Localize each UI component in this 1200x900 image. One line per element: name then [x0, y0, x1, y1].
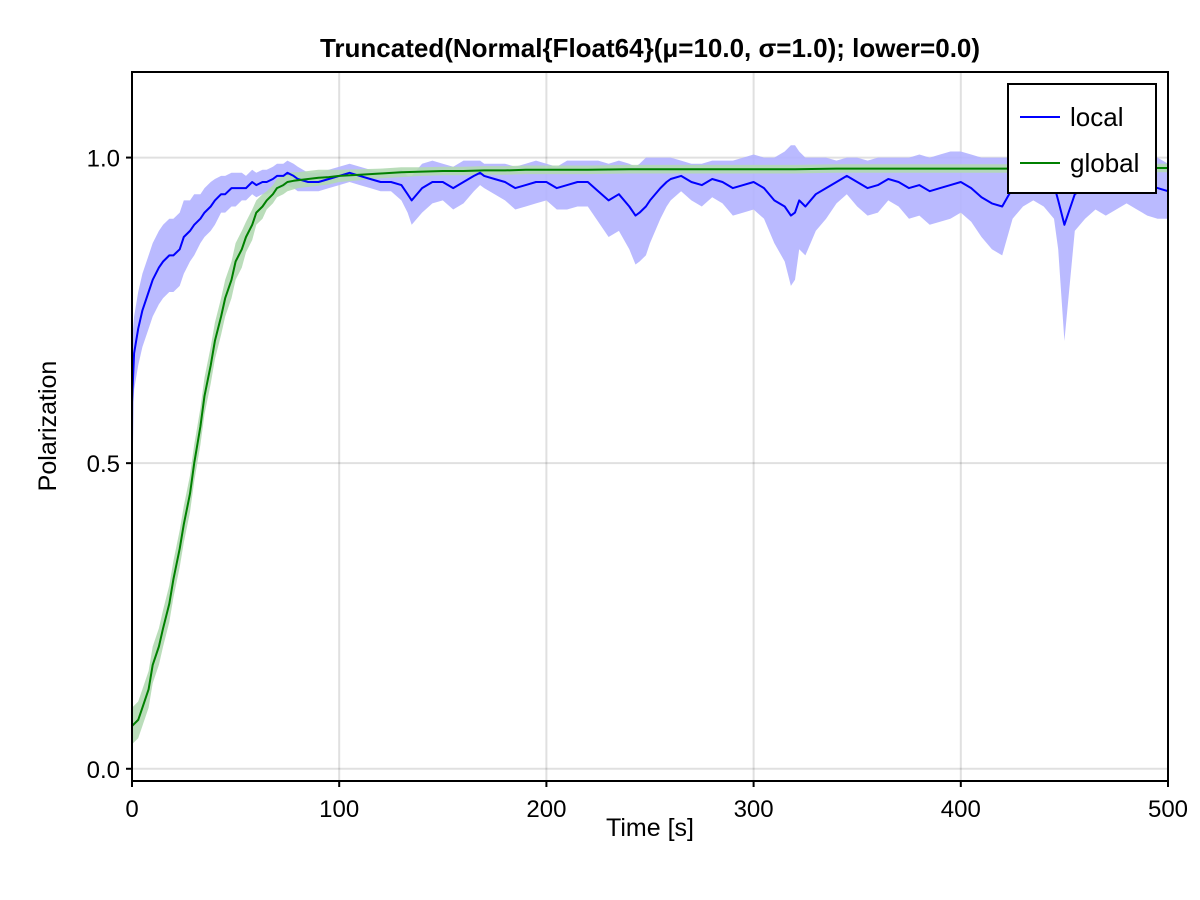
x-axis-label: Time [s] [606, 814, 694, 842]
chart-title: Truncated(Normal{Float64}(μ=10.0, σ=1.0)… [320, 33, 980, 63]
x-tick-label: 400 [941, 796, 981, 823]
x-tick-label: 300 [734, 796, 774, 823]
plot-frame [131, 71, 1169, 782]
y-tick-label: 0.0 [87, 757, 120, 784]
legend-label-local: local [1070, 102, 1123, 132]
x-tick-label: 500 [1148, 796, 1188, 823]
y-tick-label: 1.0 [87, 146, 120, 173]
y-tick-label: 0.5 [87, 451, 120, 478]
legend: local global [1007, 83, 1157, 194]
x-tick-label: 200 [526, 796, 566, 823]
legend-label-global: global [1070, 148, 1139, 178]
axis-ticks: 0 100 200 300 400 500 0.0 0.5 1.0 [87, 146, 1188, 823]
line-local [132, 171, 1168, 403]
x-tick-label: 0 [125, 796, 138, 823]
x-tick-label: 100 [319, 796, 359, 823]
y-axis-label: Polarization [34, 361, 62, 492]
line-global [132, 167, 1168, 727]
legend-box [1007, 83, 1157, 194]
